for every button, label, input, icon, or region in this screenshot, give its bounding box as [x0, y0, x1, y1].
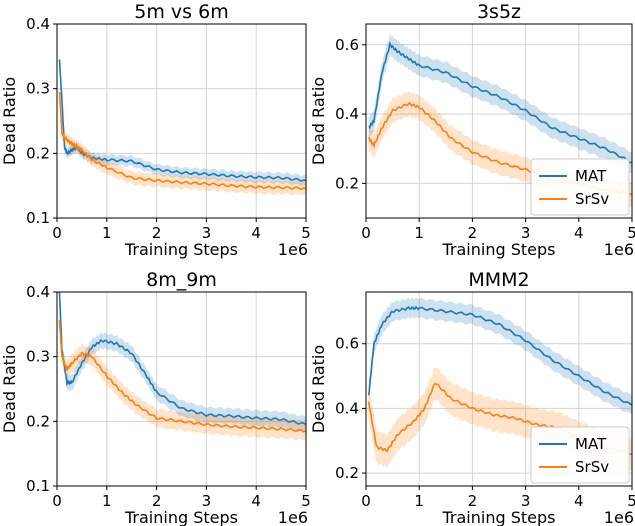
- x-tick-label: 3: [202, 492, 212, 510]
- x-tick-label: 0: [52, 492, 62, 510]
- x-tick-label: 5: [301, 492, 311, 510]
- plot-area: [58, 54, 306, 196]
- x-tick-label: 5: [301, 224, 311, 242]
- x-axis-multiplier: 1e6: [604, 240, 634, 259]
- subplot-2: 0 1 2 3 4 5 0.2 0.4 0.6 3s5z Training Steps 1e6 Dead…: [309, 1, 635, 259]
- x-tick-label: 2: [468, 224, 478, 242]
- x-tick-label: 4: [251, 492, 261, 510]
- x-tick-label: 0: [361, 224, 371, 242]
- y-tick-label: 0.2: [335, 174, 359, 192]
- chart-title: 5m vs 6m: [134, 1, 228, 23]
- y-tick-label: 0.3: [26, 80, 50, 98]
- x-tick-label: 0: [52, 224, 62, 242]
- legend-label-mat: MAT: [575, 435, 607, 453]
- y-tick-label: 0.4: [26, 15, 50, 33]
- subplot-3: 0 1 2 3 4 5 0.1 0.2 0.3 0.4 8m_9m Training Steps 1e6…: [0, 269, 311, 526]
- x-axis-label: Training Steps: [124, 508, 238, 526]
- x-axis-label: Training Steps: [124, 240, 238, 259]
- x-tick-label: 5: [627, 492, 635, 510]
- legend-label-mat: MAT: [575, 167, 607, 185]
- x-axis-multiplier: 1e6: [604, 508, 634, 526]
- chart-title: MMM2: [468, 269, 529, 291]
- y-tick-label: 0.3: [26, 348, 50, 366]
- y-tick-label: 0.4: [335, 399, 359, 417]
- x-tick-label: 1: [414, 224, 424, 242]
- y-axis-label: Dead Ratio: [0, 77, 19, 165]
- y-tick-label: 0.1: [26, 477, 50, 495]
- band-mat: [368, 33, 632, 173]
- x-tick-label: 4: [574, 224, 584, 242]
- x-axis-multiplier: 1e6: [278, 240, 308, 259]
- y-axis-label: Dead Ratio: [309, 345, 328, 433]
- line-mat: [58, 59, 306, 183]
- x-tick-label: 2: [152, 492, 162, 510]
- legend-label-srsv: SrSv: [575, 190, 609, 208]
- x-tick-label: 2: [152, 224, 162, 242]
- plot-area: [58, 292, 306, 441]
- subplot-1: 0 1 2 3 4 5 0.1 0.2 0.3 0.4 5m vs 6m Training Steps…: [0, 1, 311, 259]
- legend: MAT SrSv: [530, 158, 630, 216]
- band-srsv: [59, 85, 306, 196]
- line-srsv: [58, 320, 306, 433]
- x-tick-label: 3: [521, 224, 531, 242]
- chart-title: 3s5z: [477, 1, 521, 23]
- x-tick-label: 1: [102, 492, 112, 510]
- y-tick-label: 0.4: [26, 283, 50, 301]
- legend-box: [530, 158, 630, 216]
- line-mat: [367, 305, 632, 406]
- x-tick-label: 3: [202, 224, 212, 242]
- x-tick-label: 3: [521, 492, 531, 510]
- y-axis-label: Dead Ratio: [309, 77, 328, 165]
- line-srsv: [58, 91, 306, 191]
- legend-label-srsv: SrSv: [575, 458, 609, 476]
- axes-frame: [365, 23, 633, 219]
- y-tick-label: 0.1: [26, 209, 50, 227]
- band-mat: [368, 297, 632, 415]
- y-tick-label: 0.6: [335, 335, 359, 353]
- y-tick-label: 0.2: [26, 412, 50, 430]
- y-tick-label: 0.2: [26, 144, 50, 162]
- x-axis-multiplier: 1e6: [278, 508, 308, 526]
- y-tick-label: 0.4: [335, 105, 359, 123]
- axes-frame: [56, 23, 307, 219]
- x-tick-label: 0: [361, 492, 371, 510]
- x-tick-label: 4: [251, 224, 261, 242]
- axes-frame: [56, 291, 307, 487]
- x-axis-label: Training Steps: [442, 508, 556, 526]
- x-tick-label: 2: [468, 492, 478, 510]
- legend-box: [530, 426, 630, 484]
- y-tick-label: 0.6: [335, 36, 359, 54]
- x-tick-label: 1: [102, 224, 112, 242]
- y-tick-label: 0.2: [335, 464, 359, 482]
- line-mat: [368, 40, 632, 164]
- y-axis-label: Dead Ratio: [0, 345, 19, 433]
- x-tick-label: 4: [574, 492, 584, 510]
- x-axis-label: Training Steps: [442, 240, 556, 259]
- subplot-4: 0 1 2 3 4 5 0.2 0.4 0.6 MMM2 Training Steps 1e6 Dead…: [309, 269, 635, 526]
- legend: MAT SrSv: [530, 426, 630, 484]
- x-tick-label: 5: [627, 224, 635, 242]
- axes-frame: [365, 291, 633, 487]
- band-mat: [59, 292, 306, 433]
- chart-title: 8m_9m: [146, 269, 217, 291]
- x-tick-label: 1: [414, 492, 424, 510]
- line-mat: [58, 292, 306, 426]
